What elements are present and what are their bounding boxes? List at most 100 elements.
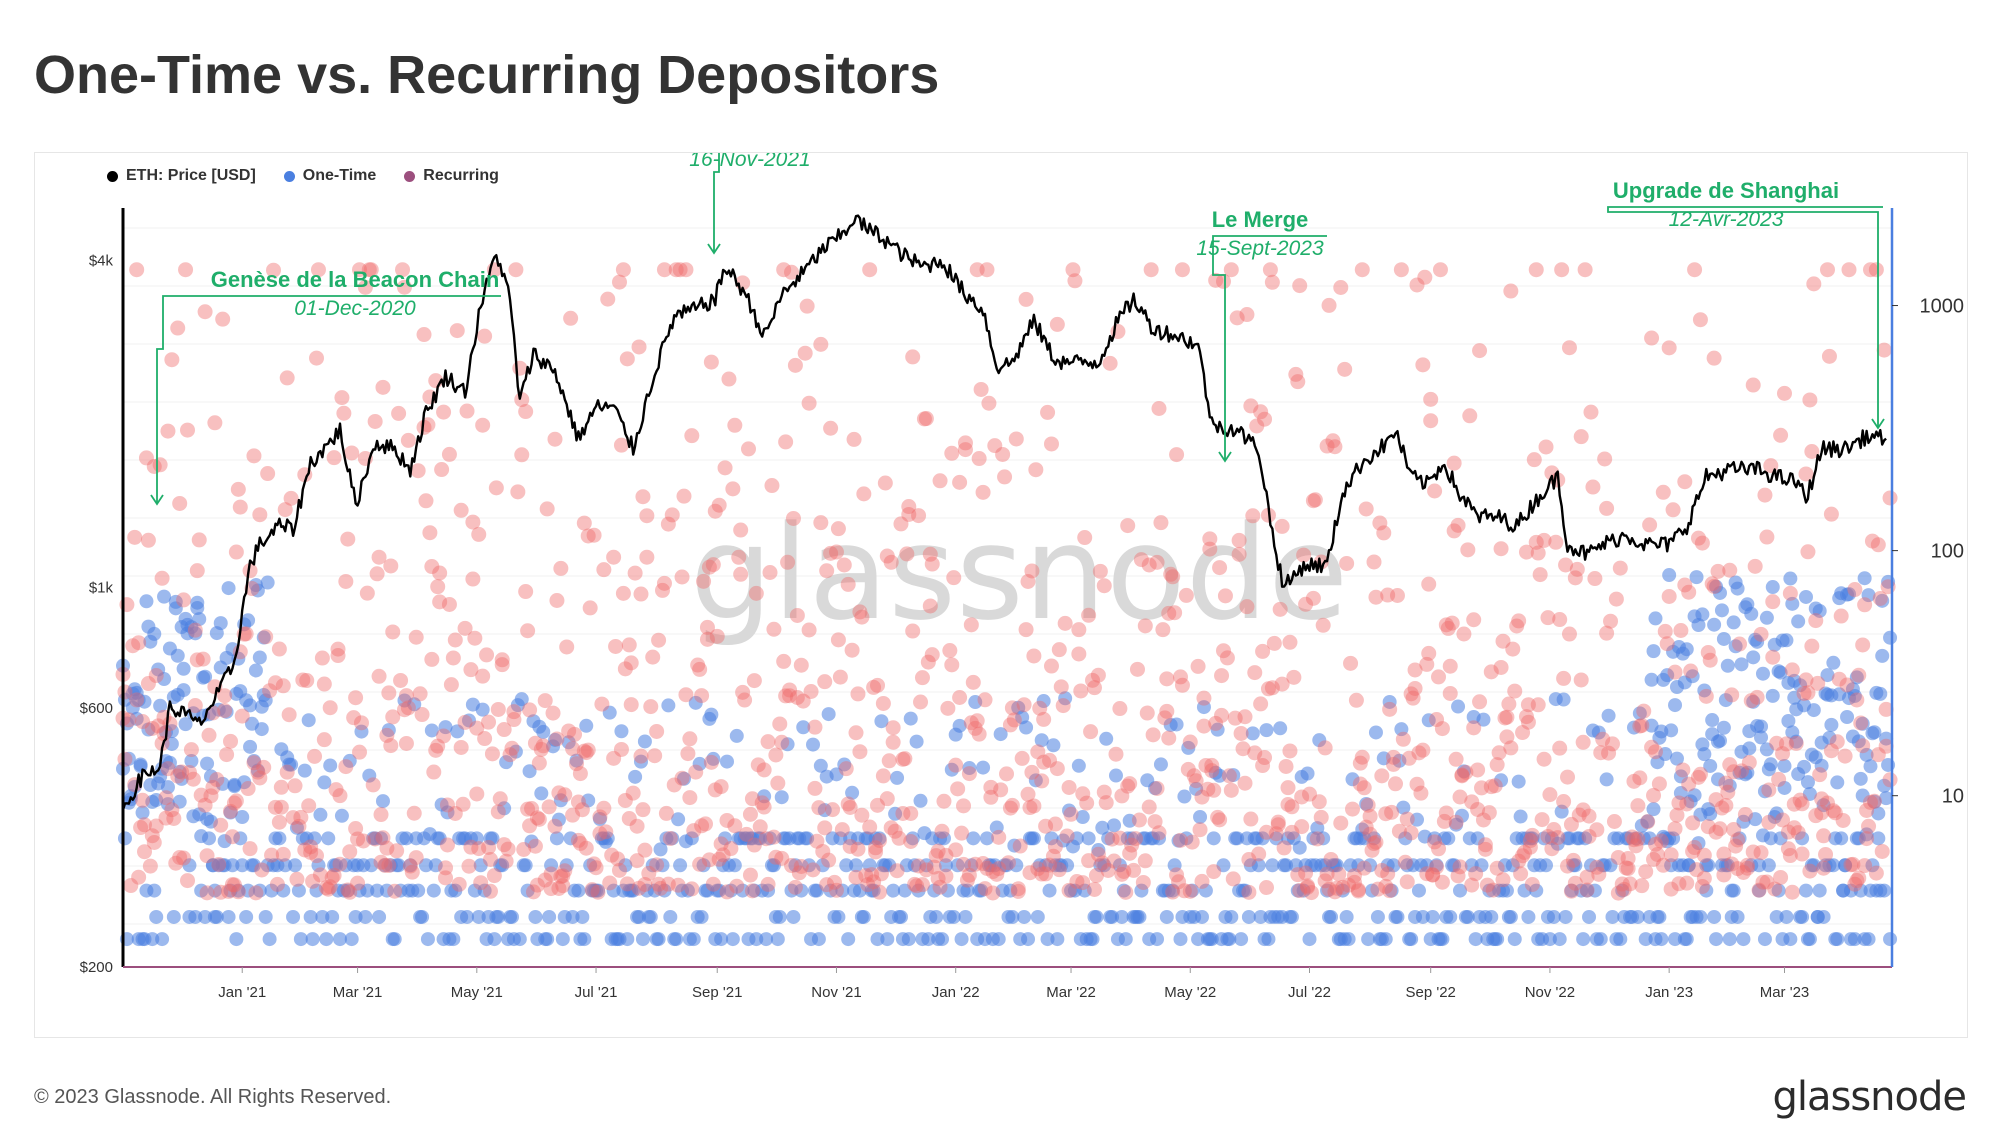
recurring-dot (1352, 755, 1368, 771)
legend-item-recurring[interactable]: Recurring (404, 167, 499, 185)
one-time-dot (954, 932, 969, 947)
one-time-dot (1734, 657, 1749, 672)
recurring-dot (572, 766, 588, 782)
recurring-dot (1511, 613, 1527, 629)
one-time-dot (252, 650, 267, 665)
recurring-dot (1659, 636, 1675, 652)
legend-item-one-time[interactable]: One-Time (283, 167, 376, 185)
recurring-dot (789, 607, 805, 623)
one-time-dot (1310, 821, 1325, 836)
recurring-dot (209, 772, 225, 788)
recurring-dot (549, 592, 565, 608)
one-time-dot (258, 693, 273, 708)
recurring-dot (1225, 871, 1241, 887)
one-time-dot (1834, 831, 1849, 846)
recurring-dot (997, 469, 1013, 485)
recurring-dot (674, 770, 690, 786)
one-time-dot (626, 883, 641, 898)
one-time-dot (1679, 642, 1694, 657)
recurring-dot (1272, 601, 1288, 617)
one-time-dot (1169, 717, 1184, 732)
recurring-dot (1151, 400, 1167, 416)
recurring-dot (1563, 816, 1579, 832)
one-time-dot (1797, 759, 1812, 774)
one-time-dot (1755, 666, 1770, 681)
recurring-dot (1612, 560, 1628, 576)
recurring-dot (578, 745, 594, 761)
recurring-dot (1442, 685, 1458, 701)
recurring-dot (653, 880, 669, 896)
one-time-dot (1044, 831, 1059, 846)
one-time-dot (411, 883, 426, 898)
recurring-dot (1043, 436, 1059, 452)
recurring-dot (766, 829, 782, 845)
recurring-dot (985, 864, 1001, 880)
recurring-dot (1325, 433, 1341, 449)
one-time-dot (188, 909, 203, 924)
recurring-dot (1159, 703, 1175, 719)
recurring-dot (266, 262, 282, 278)
recurring-dot (1200, 781, 1216, 797)
recurring-dot (1004, 700, 1020, 716)
recurring-dot (1595, 731, 1611, 747)
recurring-dot (346, 710, 362, 726)
recurring-dot (457, 620, 473, 636)
recurring-dot (1862, 262, 1878, 278)
recurring-dot (914, 670, 930, 686)
recurring-dot (434, 462, 450, 478)
one-time-dot (491, 909, 506, 924)
one-time-dot (202, 831, 217, 846)
one-time-dot (426, 883, 441, 898)
recurring-dot (739, 826, 755, 842)
one-time-dot (1494, 773, 1509, 788)
recurring-dot (819, 563, 835, 579)
recurring-dot (242, 563, 258, 579)
recurring-dot (418, 493, 434, 509)
recurring-dot (137, 817, 153, 833)
recurring-dot (719, 884, 735, 900)
recurring-dot (310, 262, 326, 278)
one-time-dot (135, 805, 150, 820)
recurring-dot (967, 856, 983, 872)
recurring-dot (486, 868, 502, 884)
one-time-dot (1490, 932, 1505, 947)
one-time-dot (1681, 858, 1696, 873)
one-time-dot (772, 909, 787, 924)
recurring-dot (868, 844, 884, 860)
one-time-dot (786, 909, 801, 924)
recurring-dot (672, 262, 688, 278)
one-time-dot (137, 694, 152, 709)
recurring-dot (1290, 867, 1306, 883)
recurring-dot (1509, 618, 1525, 634)
one-time-dot (1599, 772, 1614, 787)
recurring-dot (244, 581, 260, 597)
recurring-dot (666, 777, 682, 793)
one-time-dot (1752, 883, 1767, 898)
recurring-dot (1782, 585, 1798, 601)
recurring-dot (527, 735, 543, 751)
recurring-dot (1403, 825, 1419, 841)
recurring-dot (1131, 812, 1147, 828)
recurring-dot (1133, 552, 1149, 568)
one-time-dot (1429, 858, 1444, 873)
recurring-dot (1573, 429, 1589, 445)
recurring-dot (379, 727, 395, 743)
recurring-dot (1726, 821, 1742, 837)
one-time-dot (1732, 831, 1747, 846)
one-time-dot (1840, 710, 1855, 725)
recurring-dot (1028, 462, 1044, 478)
one-time-dot (272, 831, 287, 846)
recurring-dot (1577, 262, 1593, 278)
one-time-dot (1251, 858, 1266, 873)
legend-item-price[interactable]: ETH: Price [USD] (107, 167, 256, 185)
one-time-dot (223, 805, 238, 820)
recurring-dot (340, 882, 356, 898)
recurring-dot (1646, 851, 1662, 867)
one-time-dot (329, 858, 344, 873)
recurring-dot (158, 810, 174, 826)
recurring-dot (748, 585, 764, 601)
recurring-dot (1569, 561, 1585, 577)
recurring-dot (142, 858, 158, 874)
one-time-dot (1367, 831, 1382, 846)
recurring-dot (375, 379, 391, 395)
